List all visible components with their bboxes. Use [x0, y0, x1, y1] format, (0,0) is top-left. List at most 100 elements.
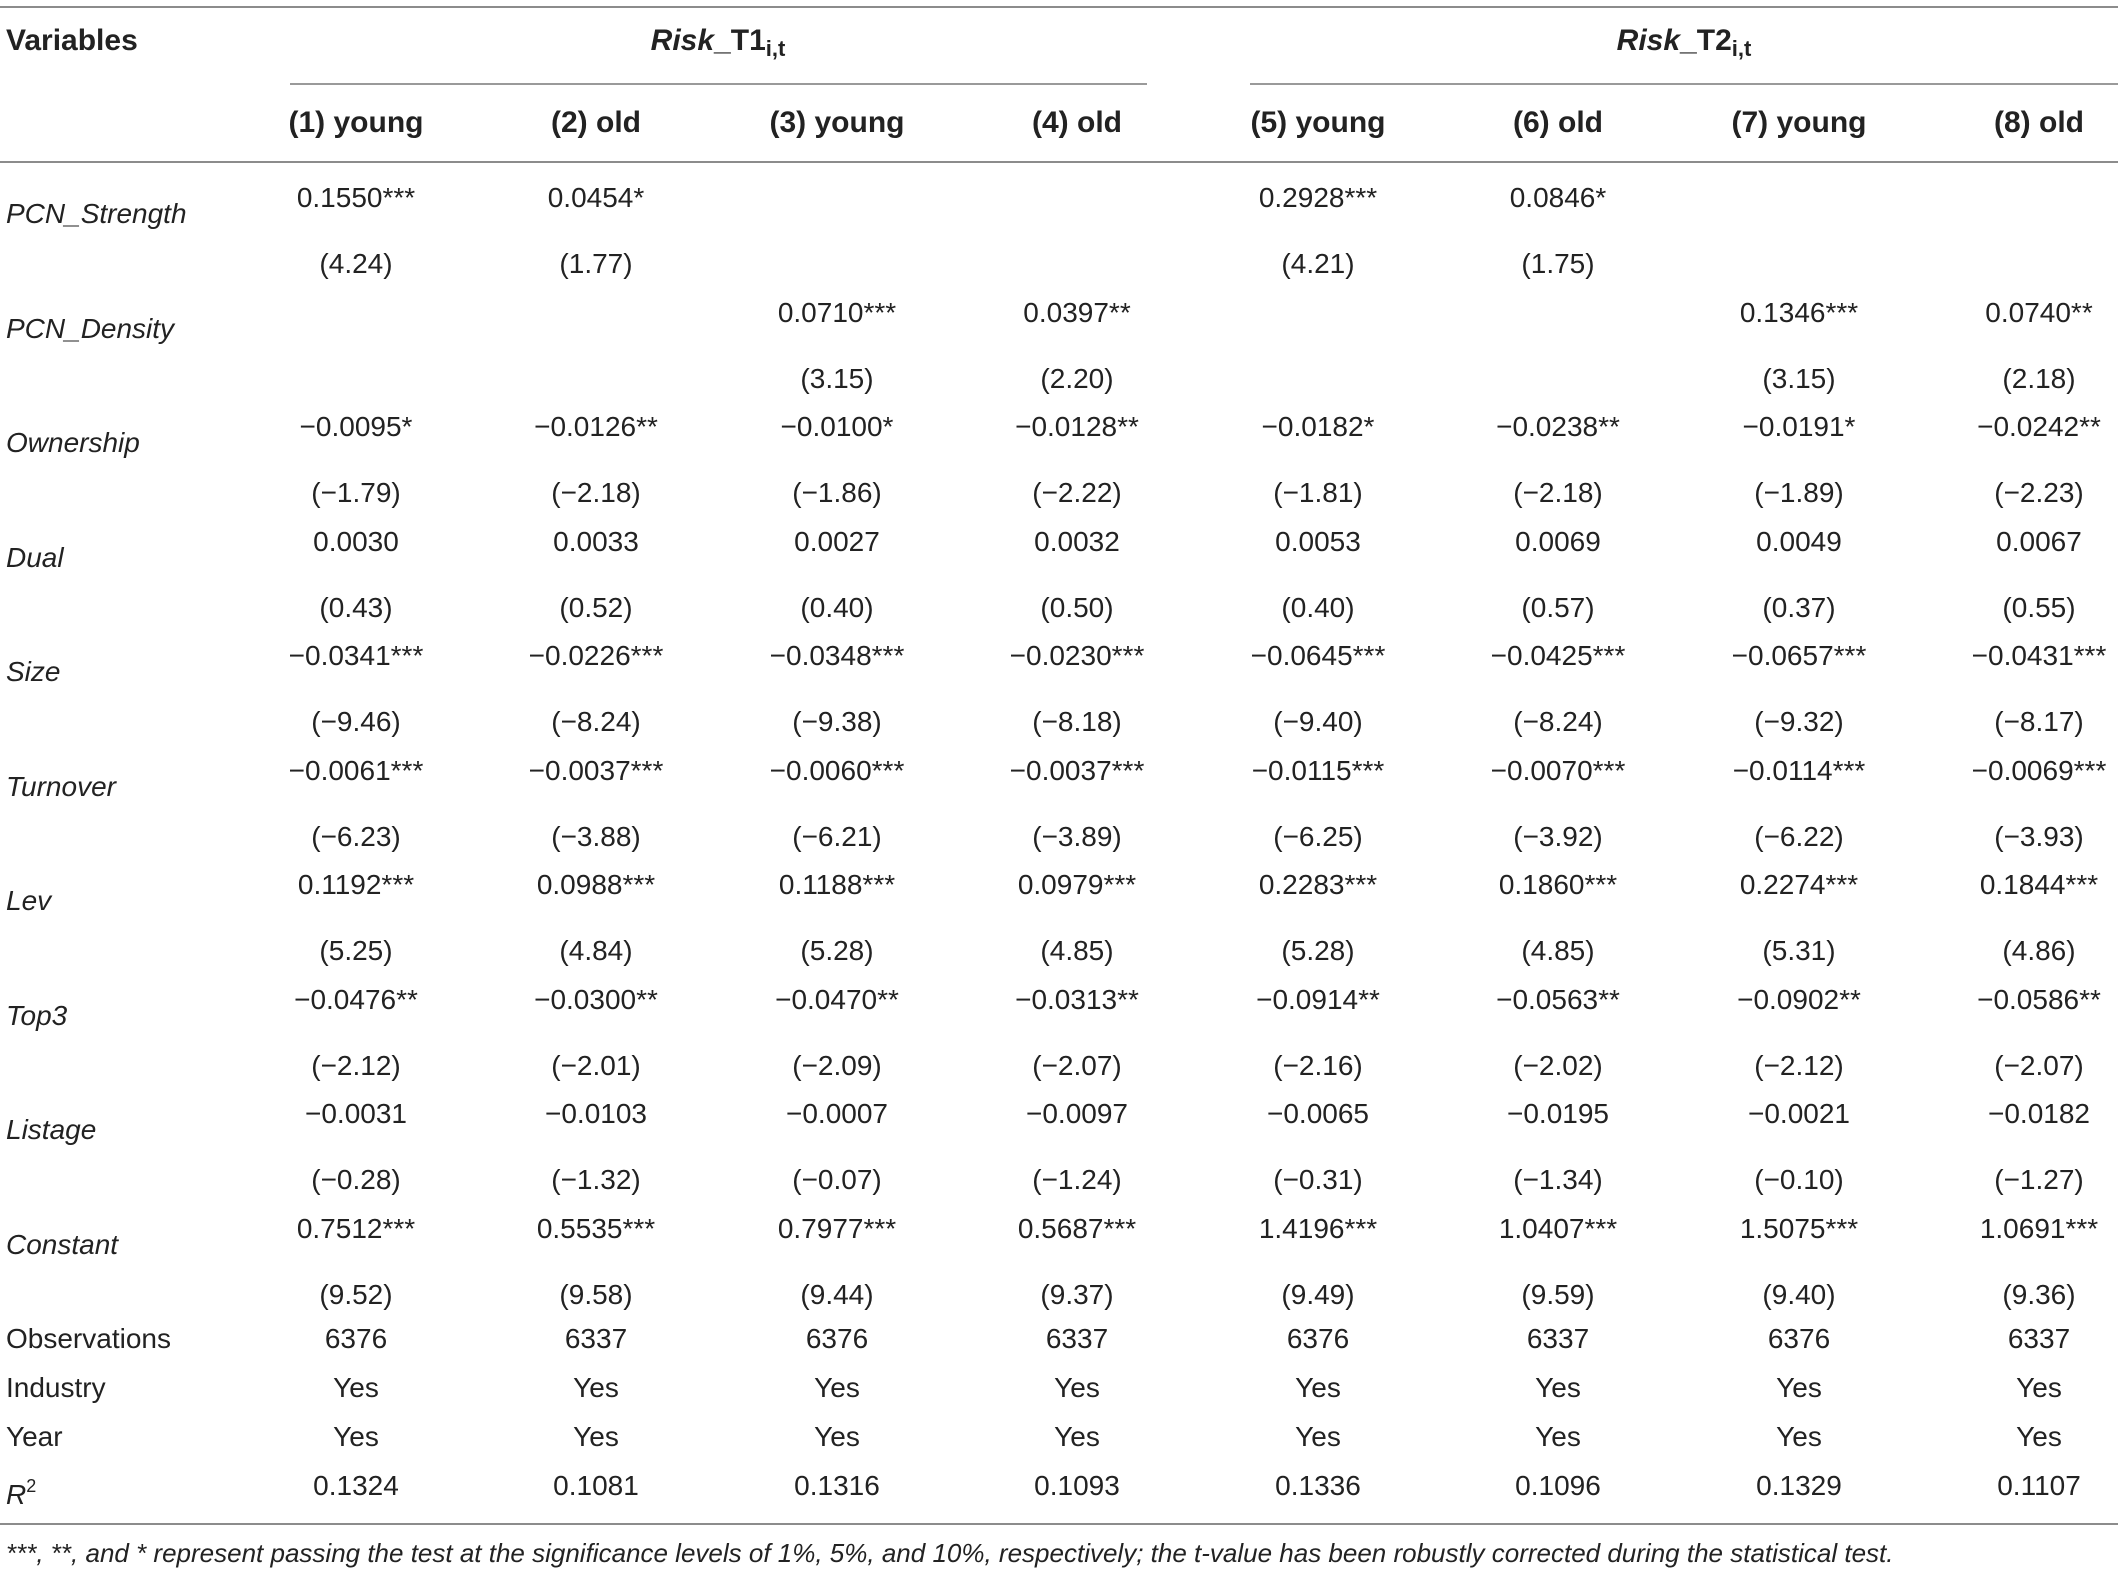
- group1-header: Risk_T1i,t: [650, 24, 786, 61]
- t-value-cell: (0.52): [559, 591, 633, 623]
- coefficient-cell: 0.5687***: [1017, 1212, 1137, 1244]
- t-value-cell: (5.28): [1281, 935, 1355, 966]
- coefficient-cell: −0.0195: [1507, 1098, 1609, 1129]
- t-value-cell: (4.84): [559, 935, 633, 966]
- t-value-cell: (−3.88): [551, 820, 641, 852]
- coefficient-cell: 0.0049: [1756, 525, 1842, 557]
- t-value-cell: (0.57): [1521, 591, 1595, 623]
- t-value-cell: (9.49): [1281, 1278, 1355, 1310]
- coefficient-cell: −0.0300**: [534, 983, 658, 1015]
- r-squared-cell: 0.1096: [1515, 1470, 1601, 1501]
- t-value-cell: (4.21): [1281, 248, 1355, 279]
- r-squared-label: R2: [6, 1469, 36, 1512]
- t-value-cell: (−2.12): [1754, 1049, 1844, 1081]
- t-value-cell: (−8.24): [551, 706, 641, 737]
- coefficient-cell: 0.0069: [1515, 525, 1601, 557]
- t-value-cell: (−2.18): [551, 477, 641, 508]
- t-value-cell: (0.40): [800, 591, 874, 623]
- coefficient-cell: 0.1844***: [1979, 869, 2099, 900]
- coefficient-cell: −0.0031: [305, 1098, 407, 1129]
- t-value-cell: (−2.07): [1994, 1049, 2084, 1081]
- t-value-cell: (−3.92): [1513, 820, 1603, 852]
- row-label: PCN_Density: [6, 312, 175, 344]
- stat-cell: Yes: [333, 1421, 379, 1452]
- r-squared-cell: 0.1093: [1034, 1470, 1120, 1501]
- r-squared-superscript: 2: [26, 1476, 37, 1496]
- coefficient-cell: −0.0182*: [1261, 411, 1375, 442]
- column-header: (4) old: [1032, 106, 1122, 139]
- stat-cell: Yes: [814, 1372, 860, 1403]
- t-value-cell: (−9.40): [1273, 706, 1363, 737]
- coefficient-cell: 0.0030: [313, 525, 399, 557]
- stat-label: Observations: [6, 1323, 171, 1354]
- coefficient-cell: −0.0007: [786, 1098, 888, 1129]
- coefficient-cell: 0.2274***: [1739, 869, 1859, 900]
- coefficient-cell: −0.0100*: [780, 411, 894, 442]
- coefficient-cell: −0.0313**: [1015, 983, 1139, 1015]
- coefficient-cell: 0.2928***: [1258, 182, 1378, 213]
- t-value-cell: (−9.38): [792, 706, 882, 737]
- t-value-cell: (0.40): [1281, 591, 1355, 623]
- stat-cell: Yes: [573, 1372, 619, 1403]
- coefficient-cell: −0.0645***: [1250, 640, 1386, 671]
- t-value-cell: (2.20): [1040, 362, 1114, 394]
- coefficient-cell: −0.0128**: [1015, 411, 1139, 442]
- row-label: Turnover: [6, 770, 116, 802]
- t-value-cell: (−1.24): [1032, 1164, 1122, 1195]
- coefficient-cell: 0.2283***: [1258, 869, 1378, 900]
- coefficient-cell: −0.0182: [1988, 1098, 2090, 1129]
- r-squared-symbol: R: [6, 1479, 27, 1510]
- stat-cell: Yes: [1776, 1421, 1822, 1452]
- stat-cell: Yes: [1535, 1372, 1581, 1403]
- t-value-cell: (9.44): [800, 1278, 874, 1310]
- stat-cell: Yes: [1054, 1421, 1100, 1452]
- t-value-cell: (0.43): [319, 591, 393, 623]
- t-value-cell: (−2.16): [1273, 1049, 1363, 1081]
- t-value-cell: (−2.18): [1513, 477, 1603, 508]
- t-value-cell: (−0.10): [1754, 1164, 1844, 1195]
- t-value-cell: (−3.93): [1994, 820, 2084, 852]
- t-value-cell: (5.28): [800, 935, 874, 966]
- stat-cell: Yes: [814, 1421, 860, 1452]
- t-value-cell: (4.24): [319, 248, 393, 279]
- coefficient-cell: −0.0902**: [1737, 983, 1861, 1015]
- t-value-cell: (−1.89): [1754, 477, 1844, 508]
- group2-header: Risk_T2i,t: [1616, 24, 1752, 61]
- header-rule: [0, 161, 2118, 163]
- t-value-cell: (−6.21): [792, 820, 882, 852]
- t-value-cell: (−9.32): [1754, 706, 1844, 737]
- t-value-cell: (−1.34): [1513, 1164, 1603, 1195]
- coefficient-cell: 1.5075***: [1739, 1212, 1859, 1244]
- coefficient-cell: 0.7977***: [777, 1212, 897, 1244]
- column-header: (2) old: [551, 106, 641, 139]
- coefficient-cell: −0.0226***: [528, 640, 664, 671]
- t-value-cell: (−1.81): [1273, 477, 1363, 508]
- coefficient-cell: 0.0988***: [536, 869, 656, 900]
- t-value-cell: (−2.07): [1032, 1049, 1122, 1081]
- coefficient-cell: −0.0103: [545, 1098, 647, 1129]
- coefficient-cell: 0.0053: [1275, 525, 1361, 557]
- coefficient-cell: 0.0740**: [1985, 296, 2093, 328]
- stat-cell: 6337: [1526, 1323, 1590, 1354]
- coefficient-cell: 0.0846*: [1509, 182, 1607, 213]
- coefficient-cell: 0.0979***: [1017, 869, 1137, 900]
- coefficient-cell: −0.0065: [1267, 1098, 1369, 1129]
- row-label: Ownership: [6, 427, 140, 458]
- stat-cell: 6376: [1286, 1323, 1350, 1354]
- stat-cell: Yes: [1295, 1421, 1341, 1452]
- r-squared-cell: 0.1336: [1275, 1470, 1361, 1501]
- coefficient-cell: −0.0069***: [1971, 754, 2107, 786]
- stat-label: Year: [6, 1421, 63, 1452]
- stat-cell: Yes: [2016, 1372, 2062, 1403]
- t-value-cell: (−6.22): [1754, 820, 1844, 852]
- t-value-cell: (9.59): [1521, 1278, 1595, 1310]
- row-label: Dual: [6, 541, 64, 573]
- variables-header: Variables: [6, 24, 138, 57]
- coefficient-cell: −0.0191*: [1742, 411, 1856, 442]
- coefficient-cell: −0.0242**: [1977, 411, 2101, 442]
- t-value-cell: (−6.23): [311, 820, 401, 852]
- column-header: (8) old: [1994, 106, 2084, 139]
- coefficient-cell: −0.0115***: [1251, 754, 1385, 786]
- coefficient-cell: 0.1192***: [297, 869, 415, 900]
- stat-cell: Yes: [333, 1372, 379, 1403]
